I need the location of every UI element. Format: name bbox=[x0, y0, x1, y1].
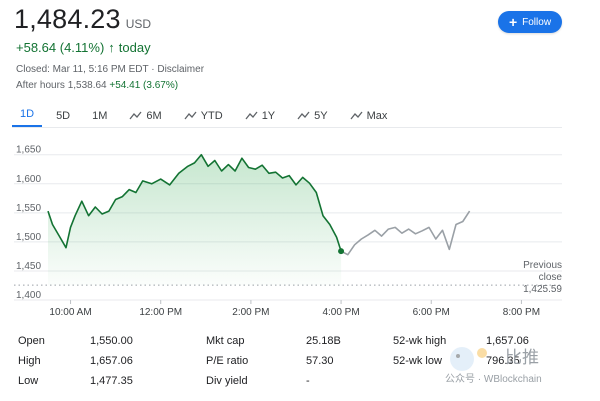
tab-5d[interactable]: 5D bbox=[48, 106, 78, 126]
watermark-title: 比推 bbox=[505, 348, 539, 367]
tab-6m[interactable]: 6M bbox=[121, 106, 169, 126]
tab-label: 5D bbox=[56, 109, 71, 122]
previous-close-label-line1: Previous bbox=[523, 260, 562, 271]
stat-label: Mkt cap bbox=[206, 335, 245, 347]
stat-label: Open bbox=[18, 335, 45, 347]
stat-value: - bbox=[306, 375, 310, 387]
tabs-divider bbox=[12, 127, 562, 128]
stat-label: Low bbox=[18, 375, 39, 387]
stat-label: 52-wk low bbox=[393, 355, 442, 367]
y-tick-label: 1,550 bbox=[16, 203, 41, 214]
range-tabs: 1D 5D 1M 6M YTD 1Y 5Y Max bbox=[12, 104, 401, 127]
x-tick-label: 6:00 PM bbox=[413, 307, 450, 318]
stat-value: 796.35 bbox=[486, 355, 520, 367]
x-tick-label: 2:00 PM bbox=[232, 307, 269, 318]
previous-close-value-text: 1,425.59 bbox=[523, 284, 562, 295]
y-tick-label: 1,650 bbox=[16, 145, 41, 156]
watermark-logo bbox=[450, 347, 487, 371]
trend-icon bbox=[350, 111, 363, 120]
y-tick-label: 1,450 bbox=[16, 261, 41, 272]
currency-label: USD bbox=[125, 17, 152, 31]
stat-value: 57.30 bbox=[306, 355, 334, 367]
y-tick-label: 1,400 bbox=[16, 290, 41, 301]
follow-button[interactable]: + Follow bbox=[498, 11, 562, 33]
tab-5y[interactable]: 5Y bbox=[289, 106, 335, 126]
price-change-row: +58.64 (4.11%) ↑ today bbox=[16, 40, 151, 55]
stat-value: 1,550.00 bbox=[90, 335, 133, 347]
tab-label: 1Y bbox=[261, 109, 276, 122]
watermark-subtitle: 公众号 · WBlockchain bbox=[445, 374, 542, 385]
y-tick-label: 1,500 bbox=[16, 232, 41, 243]
up-arrow-icon: ↑ bbox=[108, 40, 115, 55]
tab-label: 1D bbox=[20, 108, 35, 120]
tab-1d[interactable]: 1D bbox=[12, 104, 43, 127]
regular-session-area bbox=[48, 154, 342, 286]
x-tick-label: 4:00 PM bbox=[322, 307, 359, 318]
tab-label: 5Y bbox=[314, 109, 328, 122]
stat-value: 25.18B bbox=[306, 335, 341, 347]
x-tick-label: 8:00 PM bbox=[503, 307, 540, 318]
quote-header: 1,484.23 USD bbox=[14, 4, 151, 35]
after-hours-info: After hours 1,538.64 +54.41 (3.67%) bbox=[16, 80, 178, 91]
tab-1m[interactable]: 1M bbox=[84, 106, 115, 126]
tab-ytd[interactable]: YTD bbox=[176, 106, 231, 126]
tab-label: 6M bbox=[146, 109, 162, 122]
after-hours-price: After hours 1,538.64 bbox=[16, 80, 107, 91]
close-marker bbox=[338, 248, 345, 255]
stat-label: Div yield bbox=[206, 375, 248, 387]
x-tick-label: 12:00 PM bbox=[139, 307, 182, 318]
stat-value: 1,657.06 bbox=[486, 335, 529, 347]
tab-max[interactable]: Max bbox=[342, 106, 396, 126]
closed-info: Closed: Mar 11, 5:16 PM EDT · Disclaimer bbox=[16, 64, 205, 75]
after-hours-session-line bbox=[340, 210, 471, 256]
plus-icon: + bbox=[508, 14, 518, 30]
previous-close-label-line2: close bbox=[539, 272, 563, 283]
trend-icon bbox=[129, 111, 142, 120]
tab-1y[interactable]: 1Y bbox=[237, 106, 283, 126]
change-period: today bbox=[118, 40, 151, 55]
follow-button-label: Follow bbox=[522, 16, 552, 28]
stat-label: High bbox=[18, 355, 41, 367]
stat-label: 52-wk high bbox=[393, 335, 447, 347]
after-hours-change: +54.41 (3.67%) bbox=[109, 80, 179, 91]
current-price: 1,484.23 bbox=[14, 4, 121, 34]
trend-icon bbox=[245, 111, 258, 120]
trend-icon bbox=[184, 111, 197, 120]
tab-label: YTD bbox=[200, 109, 223, 122]
stat-value: 1,657.06 bbox=[90, 355, 133, 367]
price-chart: 1,400 1,450 1,500 1,550 1,600 1,650 10:00 AM 12… bbox=[14, 145, 563, 318]
regular-session-line bbox=[47, 153, 342, 252]
x-tick-label: 10:00 AM bbox=[49, 307, 91, 318]
trend-icon bbox=[297, 111, 310, 120]
stat-label: P/E ratio bbox=[206, 355, 249, 367]
price-change: +58.64 (4.11%) bbox=[16, 40, 105, 55]
y-tick-label: 1,600 bbox=[16, 174, 41, 185]
tab-label: 1M bbox=[92, 109, 108, 122]
tab-label: Max bbox=[366, 109, 388, 122]
stat-value: 1,477.35 bbox=[90, 375, 133, 387]
